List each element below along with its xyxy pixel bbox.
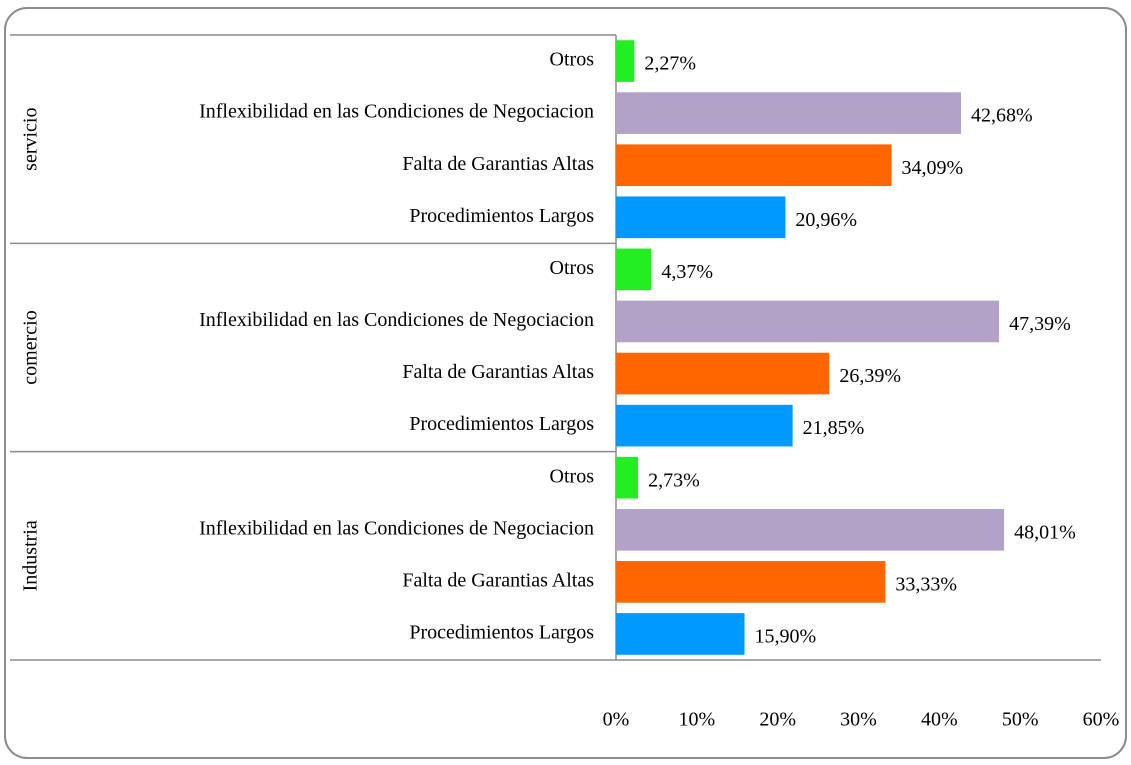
x-tick-label: 0%	[603, 709, 630, 731]
category-label: Inflexibilidad en las Condiciones de Neg…	[199, 309, 594, 331]
data-label: 21,85%	[803, 417, 865, 439]
category-label: Otros	[550, 49, 595, 71]
bar	[616, 404, 793, 447]
data-label: 15,90%	[755, 626, 817, 648]
x-tick-label: 50%	[1002, 709, 1039, 731]
bar	[616, 92, 961, 134]
category-label: Procedimientos Largos	[409, 413, 594, 435]
category-label: Procedimientos Largos	[409, 622, 594, 644]
category-label: Otros	[550, 465, 595, 487]
bar	[616, 613, 745, 655]
bar	[616, 196, 786, 239]
data-label: 42,68%	[971, 105, 1033, 127]
category-label: Falta de Garantias Altas	[402, 361, 594, 383]
group-label: comercio	[20, 310, 42, 384]
bar	[616, 561, 886, 603]
category-label: Inflexibilidad en las Condiciones de Neg…	[199, 101, 594, 123]
data-label: 2,73%	[648, 469, 700, 491]
data-label: 26,39%	[839, 365, 901, 387]
x-tick-label: 60%	[1083, 709, 1120, 731]
category-label: Procedimientos Largos	[409, 205, 594, 227]
x-tick-label: 30%	[840, 709, 877, 731]
bar	[616, 456, 639, 499]
x-tick-label: 40%	[921, 709, 958, 731]
bar	[616, 40, 635, 82]
data-label: 20,96%	[795, 209, 857, 231]
category-label: Inflexibilidad en las Condiciones de Neg…	[199, 517, 594, 539]
data-label: 34,09%	[902, 157, 964, 179]
group-label: servicio	[20, 108, 42, 171]
x-tick-label: 10%	[678, 709, 715, 731]
x-tick-label: 20%	[759, 709, 796, 731]
category-label: Otros	[550, 257, 595, 279]
data-label: 4,37%	[661, 261, 713, 283]
category-label: Falta de Garantias Altas	[402, 569, 594, 591]
bar	[616, 300, 1000, 343]
bar	[616, 508, 1005, 551]
bar	[616, 144, 892, 187]
category-label: Falta de Garantias Altas	[402, 153, 594, 175]
data-label: 47,39%	[1009, 313, 1071, 335]
data-label: 2,27%	[644, 53, 696, 75]
data-label: 33,33%	[895, 573, 957, 595]
bar	[616, 248, 652, 291]
group-label: Industria	[20, 520, 42, 591]
bar	[616, 352, 830, 395]
data-label: 48,01%	[1014, 521, 1076, 543]
